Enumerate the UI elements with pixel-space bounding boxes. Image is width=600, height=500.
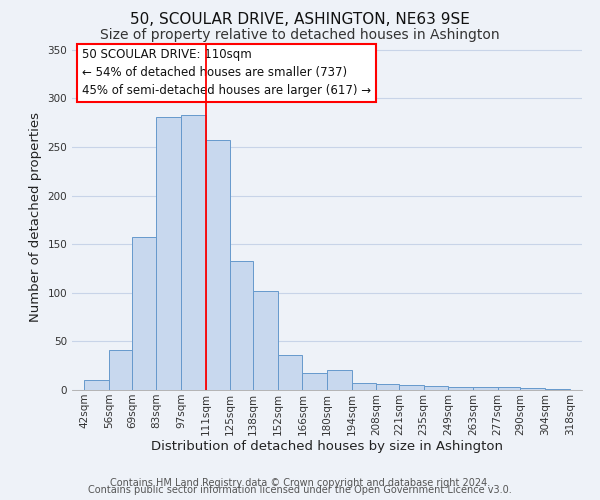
Text: 50 SCOULAR DRIVE: 110sqm
← 54% of detached houses are smaller (737)
45% of semi-: 50 SCOULAR DRIVE: 110sqm ← 54% of detach…	[82, 48, 371, 98]
Bar	[497, 387, 520, 390]
Bar	[132, 238, 157, 390]
Bar	[230, 260, 253, 390]
Bar	[206, 140, 230, 390]
X-axis label: Distribution of detached houses by size in Ashington: Distribution of detached houses by size …	[151, 440, 503, 454]
Bar	[302, 372, 327, 390]
Bar	[352, 383, 376, 390]
Text: 50, SCOULAR DRIVE, ASHINGTON, NE63 9SE: 50, SCOULAR DRIVE, ASHINGTON, NE63 9SE	[130, 12, 470, 28]
Text: Size of property relative to detached houses in Ashington: Size of property relative to detached ho…	[100, 28, 500, 42]
Bar	[520, 388, 545, 390]
Bar	[253, 291, 278, 390]
Bar	[473, 387, 497, 390]
Bar	[424, 386, 448, 390]
Text: Contains public sector information licensed under the Open Government Licence v3: Contains public sector information licen…	[88, 485, 512, 495]
Bar	[109, 350, 132, 390]
Bar	[376, 384, 399, 390]
Bar	[399, 385, 424, 390]
Bar	[157, 117, 181, 390]
Bar	[327, 370, 352, 390]
Bar	[181, 115, 206, 390]
Bar	[85, 380, 109, 390]
Bar	[545, 389, 569, 390]
Y-axis label: Number of detached properties: Number of detached properties	[29, 112, 42, 322]
Bar	[278, 355, 302, 390]
Bar	[448, 387, 473, 390]
Text: Contains HM Land Registry data © Crown copyright and database right 2024.: Contains HM Land Registry data © Crown c…	[110, 478, 490, 488]
